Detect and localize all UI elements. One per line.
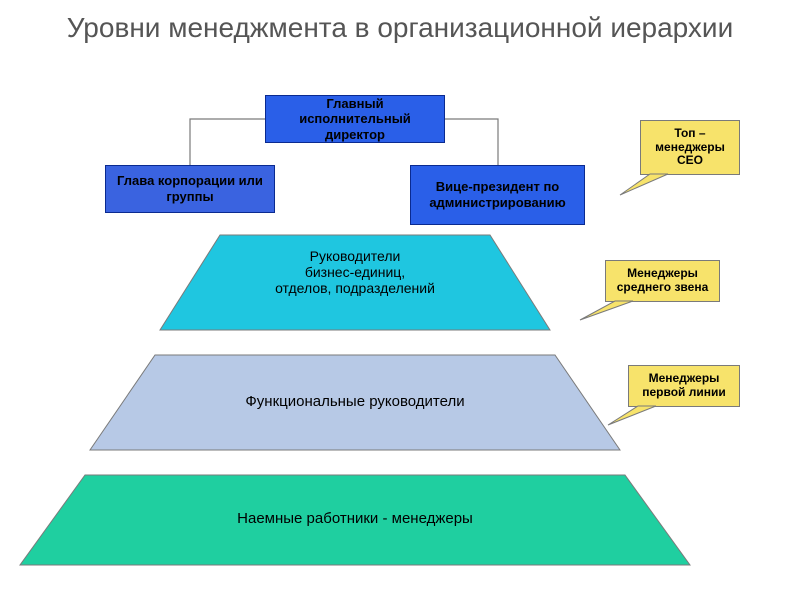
callout-c3: Менеджеры первой линии [628, 365, 740, 407]
org-box-vp: Вице-президент по администрированию [410, 165, 585, 225]
pyramid-tier-label-t2: Функциональные руководители [90, 393, 620, 410]
callout-tail-c1 [620, 174, 668, 195]
org-box-vp-label: Вице-президент по администрированию [417, 179, 578, 210]
org-box-head: Глава корпорации или группы [105, 165, 275, 213]
pyramid-tier-label-t3: Наемные работники - менеджеры [20, 510, 690, 527]
org-box-ceo: Главный исполнительный директор [265, 95, 445, 143]
callout-c2: Менеджеры среднего звена [605, 260, 720, 302]
diagram-stage: Главный исполнительный директор Глава ко… [0, 0, 800, 600]
org-box-ceo-label: Главный исполнительный директор [272, 96, 438, 143]
pyramid-tier-label-t1: Руководители бизнес-единиц, отделов, под… [160, 248, 550, 296]
callout-c1: Топ – менеджеры CEO [640, 120, 740, 175]
org-box-head-label: Глава корпорации или группы [112, 173, 268, 204]
callout-tail-c2 [580, 301, 633, 320]
